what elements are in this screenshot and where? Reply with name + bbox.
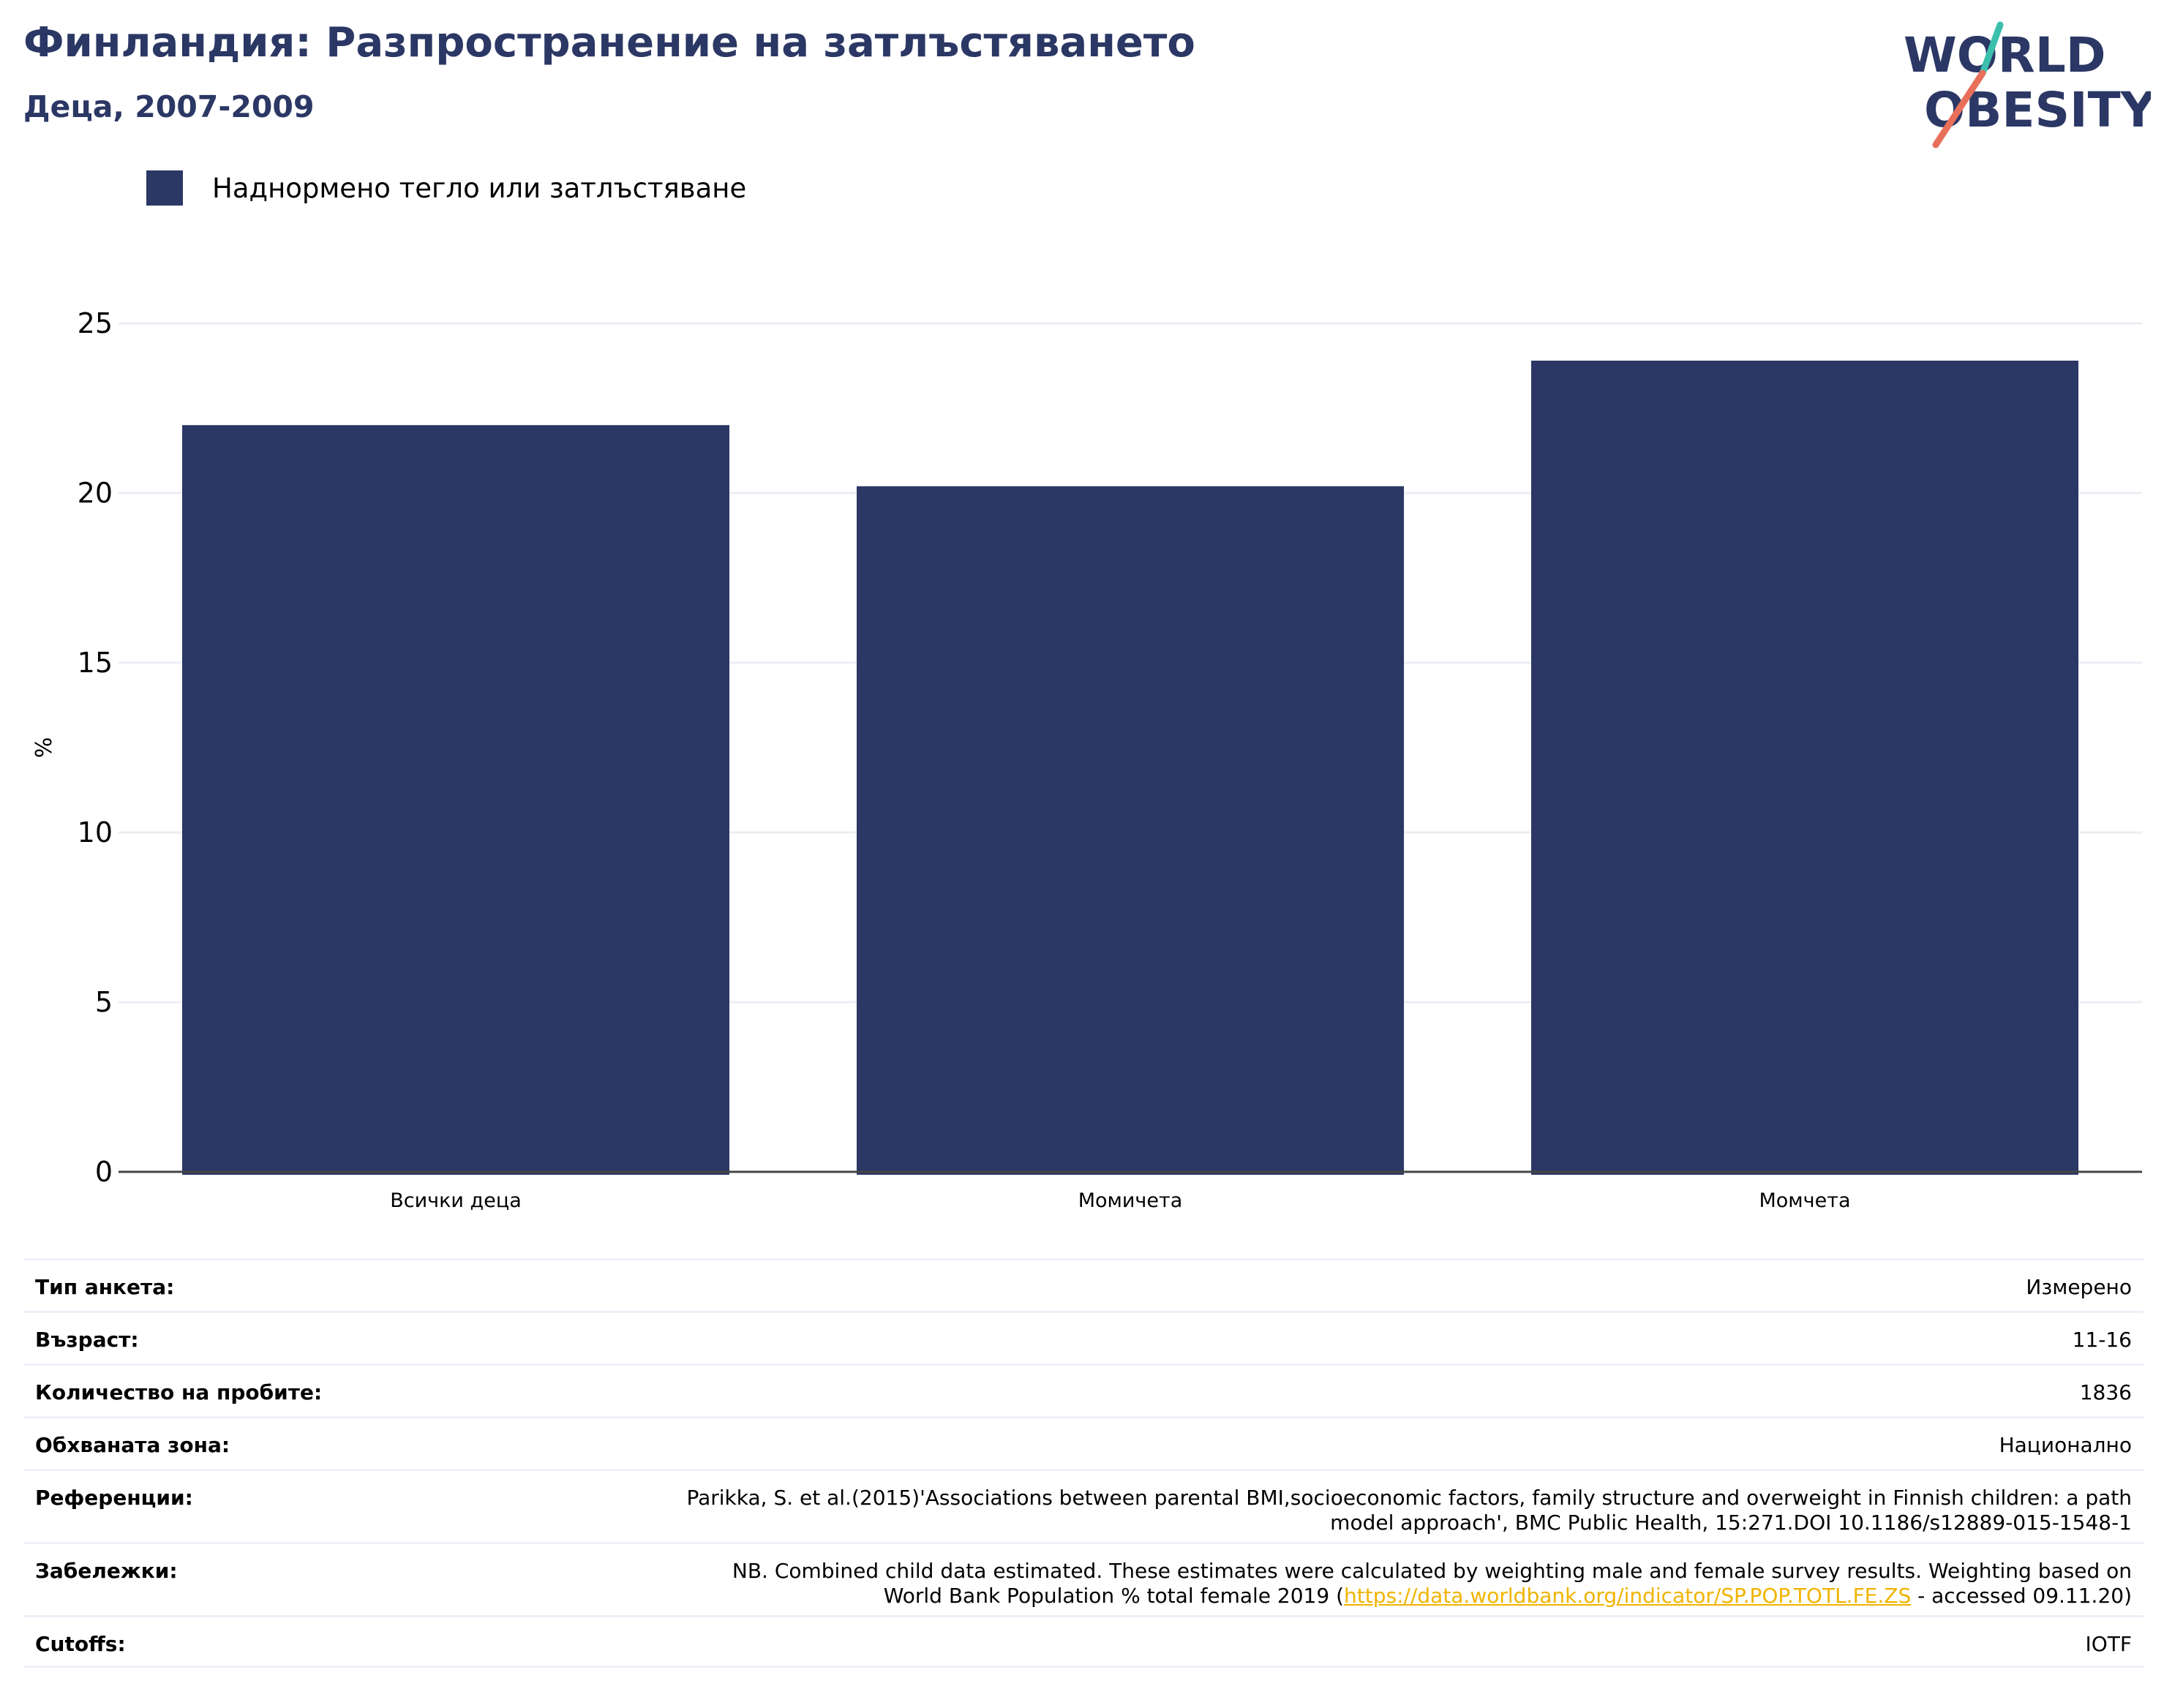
svg-text:WORLD: WORLD bbox=[1904, 27, 2106, 83]
references-line-2: model approach', BMC Public Health, 15:2… bbox=[1330, 1511, 2132, 1535]
notes-line-1: NB. Combined child data estimated. These… bbox=[732, 1559, 2132, 1583]
worldbank-link[interactable]: https://data.worldbank.org/indicator/SP.… bbox=[1344, 1584, 1912, 1608]
bar-chart: 0 5 10 15 20 25 Всички деца Момичета Момчета% bbox=[31, 307, 2142, 1212]
meta-row-age: Възраст: 11-16 bbox=[23, 1311, 2144, 1363]
y-axis-label: % bbox=[31, 737, 57, 759]
area-value: Национално bbox=[1999, 1433, 2132, 1457]
y-tick-label: 15 bbox=[78, 647, 113, 679]
chart-subtitle: Деца, 2007-2009 bbox=[23, 89, 315, 124]
notes-label: Забележки: bbox=[35, 1559, 178, 1583]
notes-line-2-suffix: - accessed 09.11.20) bbox=[1911, 1584, 2132, 1608]
meta-row-references: Референции: Parikka, S. et al.(2015)'Ass… bbox=[23, 1469, 2144, 1542]
x-tick-label: Момчета bbox=[1759, 1189, 1850, 1212]
legend: Наднормено тегло или затлъстяване bbox=[146, 170, 746, 206]
meta-row-survey-type: Тип анкета: Измерено bbox=[23, 1258, 2144, 1311]
meta-row-cutoffs: Cutoffs: IOTF bbox=[23, 1615, 2144, 1668]
sample-size-label: Количество на пробите: bbox=[35, 1380, 323, 1404]
world-obesity-logo: WORLD OBESITY bbox=[1904, 21, 2151, 148]
references-label: Референции: bbox=[35, 1486, 193, 1510]
references-line-1: Parikka, S. et al.(2015)'Associations be… bbox=[686, 1486, 2132, 1510]
notes-line-2-prefix: World Bank Population % total female 201… bbox=[883, 1584, 1345, 1608]
age-value: 11-16 bbox=[2072, 1328, 2132, 1352]
metadata-table: Тип анкета: Измерено Възраст: 11-16 Коли… bbox=[23, 1258, 2144, 1668]
legend-swatch bbox=[146, 170, 183, 206]
bar bbox=[857, 486, 1404, 1175]
cutoffs-label: Cutoffs: bbox=[35, 1632, 126, 1656]
survey-type-label: Тип анкета: bbox=[35, 1275, 175, 1299]
legend-label: Наднормено тегло или затлъстяване bbox=[212, 172, 747, 204]
y-tick-label: 0 bbox=[95, 1156, 113, 1188]
chart-title: Финландия: Разпространение на затлъстява… bbox=[23, 19, 1195, 67]
y-tick-label: 25 bbox=[78, 307, 113, 339]
sample-size-value: 1836 bbox=[2079, 1380, 2132, 1404]
y-tick-label: 20 bbox=[78, 477, 113, 509]
references-value: Parikka, S. et al.(2015)'Associations be… bbox=[686, 1486, 2132, 1535]
y-tick-label: 10 bbox=[78, 816, 113, 849]
age-label: Възраст: bbox=[35, 1328, 139, 1352]
cutoffs-value: IOTF bbox=[2085, 1632, 2132, 1656]
meta-row-area: Обхваната зона: Национално bbox=[23, 1416, 2144, 1469]
meta-row-sample-size: Количество на пробите: 1836 bbox=[23, 1363, 2144, 1416]
meta-row-notes: Забележки: NB. Combined child data estim… bbox=[23, 1542, 2144, 1615]
bar bbox=[182, 425, 729, 1175]
survey-type-value: Измерено bbox=[2026, 1275, 2132, 1299]
x-tick-label: Момичета bbox=[1078, 1189, 1183, 1212]
bar bbox=[1531, 361, 2078, 1175]
y-tick-label: 5 bbox=[95, 986, 113, 1018]
area-label: Обхваната зона: bbox=[35, 1433, 230, 1457]
notes-value: NB. Combined child data estimated. These… bbox=[732, 1559, 2132, 1609]
x-tick-label: Всички деца bbox=[390, 1189, 522, 1212]
